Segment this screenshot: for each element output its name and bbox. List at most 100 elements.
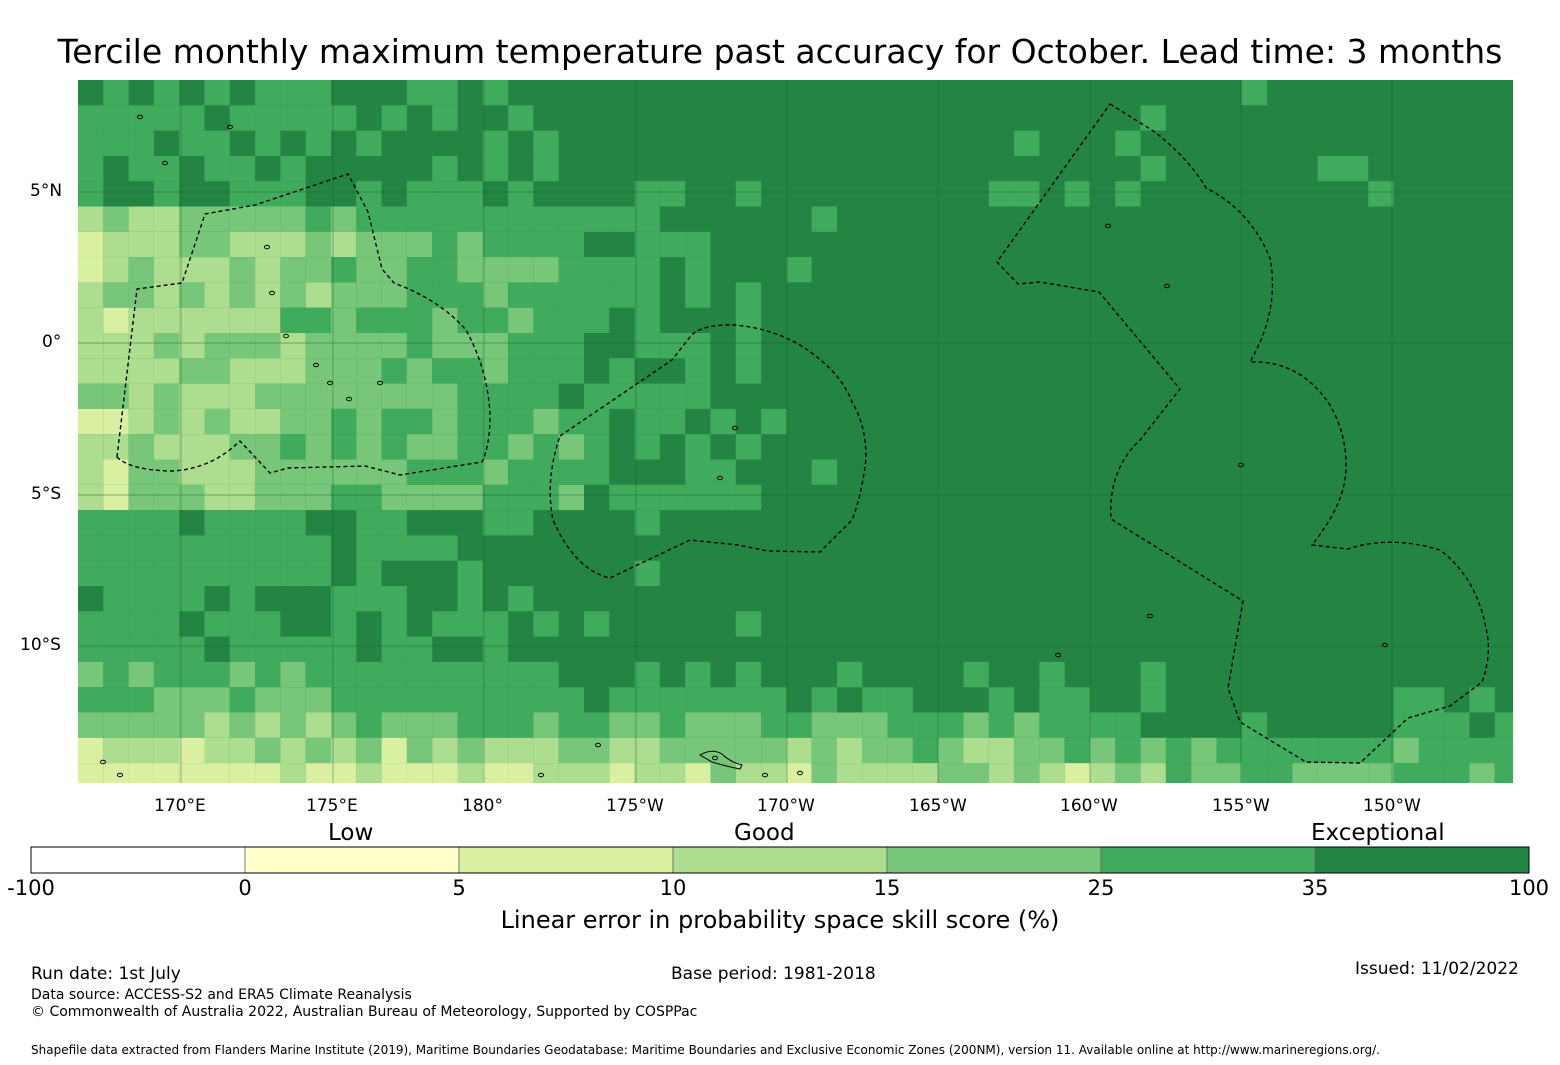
- skill-cell: [811, 737, 837, 764]
- skill-cell: [1241, 763, 1268, 783]
- skill-cell: [78, 510, 104, 536]
- skill-cell: [457, 257, 483, 283]
- skill-cell: [584, 712, 610, 738]
- skill-cell: [305, 105, 331, 131]
- skill-cell: [533, 358, 559, 384]
- skill-cell: [609, 484, 635, 511]
- skill-cell: [508, 737, 534, 764]
- skill-cell: [103, 383, 129, 409]
- skill-cell: [305, 560, 331, 586]
- skill-cell: [153, 257, 180, 283]
- skill-cell: [508, 358, 534, 384]
- skill-cell: [432, 383, 458, 409]
- skill-cell: [103, 282, 129, 308]
- skill-cell: [457, 206, 483, 232]
- skill-cell: [78, 484, 104, 511]
- skill-cell: [255, 307, 281, 333]
- skill-cell: [128, 611, 154, 637]
- skill-cell: [508, 763, 534, 783]
- island-mark: [732, 425, 738, 431]
- skill-cell: [685, 687, 711, 713]
- skill-cell: [179, 434, 205, 460]
- skill-cell: [634, 333, 660, 359]
- skill-cell: [381, 231, 407, 258]
- skill-cell: [457, 484, 483, 511]
- skill-cell: [153, 636, 180, 662]
- skill-cell: [1418, 712, 1445, 738]
- skill-cell: [128, 105, 154, 131]
- skill-cell: [78, 408, 104, 435]
- skill-cell: [761, 687, 787, 713]
- skill-cell: [280, 282, 306, 308]
- skill-cell: [1140, 737, 1166, 764]
- skill-cell: [229, 763, 256, 783]
- skill-cell: [305, 333, 331, 359]
- skill-cell: [381, 636, 407, 662]
- island-mark: [717, 475, 723, 481]
- skill-cell: [533, 282, 559, 308]
- skill-cell: [78, 737, 104, 764]
- copyright: © Commonwealth of Australia 2022, Austra…: [31, 1004, 698, 1020]
- skill-cell: [305, 687, 331, 713]
- skill-cell: [229, 333, 256, 359]
- skill-cell: [331, 105, 357, 131]
- skill-cell: [229, 181, 256, 207]
- skill-cell: [305, 459, 331, 485]
- skill-cell: [381, 484, 407, 511]
- skill-cell: [634, 231, 660, 258]
- skill-cell: [634, 661, 660, 688]
- skill-cell: [229, 282, 256, 308]
- skill-cell: [735, 763, 762, 783]
- skill-cell: [406, 333, 433, 359]
- skill-cell: [103, 661, 129, 688]
- skill-cell: [78, 181, 104, 207]
- skill-cell: [255, 737, 281, 764]
- skill-cell: [128, 358, 154, 384]
- skill-cell: [153, 763, 180, 783]
- skill-cell: [558, 712, 584, 738]
- skill-cell: [103, 206, 129, 232]
- skill-cell: [432, 231, 458, 258]
- skill-cell: [1090, 763, 1116, 783]
- skill-cell: [1165, 763, 1192, 783]
- skill-cell: [204, 560, 230, 586]
- skill-cell: [255, 80, 281, 106]
- skill-cell: [128, 586, 154, 612]
- skill-cell: [685, 257, 711, 283]
- skill-cell: [381, 763, 407, 783]
- skill-cell: [153, 80, 180, 106]
- skill-cell: [584, 257, 610, 283]
- skill-cell: [508, 586, 534, 612]
- skill-cell: [381, 459, 407, 485]
- colorbar-segment: [886, 846, 1102, 874]
- skill-cell: [634, 282, 660, 308]
- skill-cell: [331, 586, 357, 612]
- skill-cell: [1292, 737, 1318, 764]
- skill-cell: [837, 661, 863, 688]
- skill-cell: [381, 307, 407, 333]
- skill-cell: [255, 257, 281, 283]
- skill-cell: [381, 282, 407, 308]
- skill-cell: [558, 206, 584, 232]
- skill-cell: [280, 257, 306, 283]
- skill-cell: [331, 661, 357, 688]
- skill-cell: [204, 510, 230, 536]
- skill-cell: [634, 510, 660, 536]
- skill-cell: [584, 737, 610, 764]
- lon-label-180: 180°: [462, 796, 503, 816]
- colorbar-tick-label: 100: [1508, 876, 1550, 900]
- skill-cell: [862, 687, 888, 713]
- colorbar-segment: [672, 846, 888, 874]
- skill-cell: [1090, 712, 1116, 738]
- map-title: Tercile monthly maximum temperature past…: [57, 32, 1503, 71]
- skill-cell: [179, 307, 205, 333]
- skill-cell: [381, 105, 407, 131]
- skill-cell: [1064, 737, 1090, 764]
- skill-cell: [103, 737, 129, 764]
- skill-cell: [508, 282, 534, 308]
- skill-cell: [305, 535, 331, 561]
- skill-cell: [1115, 763, 1141, 783]
- skill-cell: [280, 181, 306, 207]
- skill-cell: [103, 611, 129, 637]
